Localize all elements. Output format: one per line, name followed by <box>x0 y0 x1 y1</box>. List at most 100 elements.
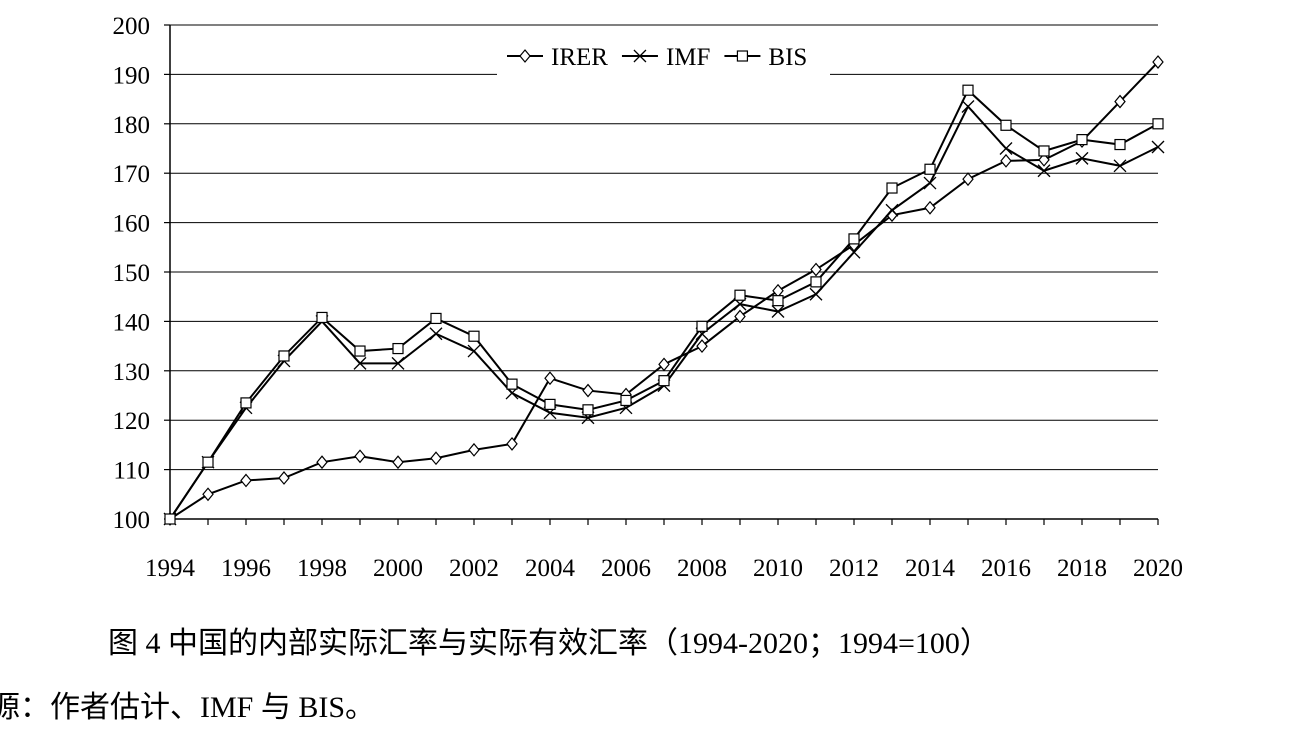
data-point-bis <box>1076 134 1088 146</box>
data-point-bis <box>1114 138 1126 151</box>
data-point-bis <box>848 233 860 245</box>
grid-lines <box>170 24 1158 471</box>
data-point-irer <box>354 449 366 464</box>
data-point-irer <box>962 172 974 187</box>
data-point-imf <box>1075 151 1089 165</box>
data-point-irer <box>544 371 556 386</box>
data-point-imf <box>885 203 899 217</box>
data-point-bis <box>620 394 632 407</box>
data-point-bis <box>924 163 936 175</box>
data-point-imf <box>771 305 785 318</box>
data-point-imf <box>391 356 405 370</box>
data-point-irer <box>924 200 936 215</box>
data-point-imf <box>1113 159 1127 173</box>
data-point-irer <box>430 451 442 466</box>
data-point-bis <box>392 342 404 355</box>
data-point-irer <box>202 487 214 502</box>
x-tick-label: 2006 <box>601 555 651 582</box>
axes <box>164 24 1159 525</box>
y-tick-label: 130 <box>113 359 151 386</box>
x-tick-label: 2004 <box>525 555 576 582</box>
figure-caption: 图 4 中国的内部实际汇率与实际有效汇率（1994-2020；1994=100） <box>108 627 990 660</box>
x-tick-label: 2020 <box>1133 555 1183 582</box>
y-tick-label: 140 <box>113 309 151 336</box>
legend-marker-imf <box>633 49 647 63</box>
data-point-bis <box>202 456 214 468</box>
data-point-bis <box>810 276 822 288</box>
data-point-bis <box>164 513 176 525</box>
y-tick-label: 180 <box>113 112 151 139</box>
legend-label-irer: IRER <box>551 44 608 71</box>
legend-label-bis: BIS <box>768 44 807 71</box>
data-point-irer <box>658 357 670 372</box>
legend-marker-bis <box>736 50 749 62</box>
x-tick-label: 2012 <box>829 555 879 582</box>
series-line-bis <box>169 88 1159 520</box>
data-point-irer <box>506 436 518 451</box>
y-tick-label: 100 <box>113 507 151 534</box>
legend-label-imf: IMF <box>666 44 710 71</box>
y-tick-label: 160 <box>113 211 151 238</box>
data-point-bis <box>354 345 366 357</box>
data-point-bis <box>1000 119 1012 131</box>
data-point-irer <box>696 339 708 354</box>
data-point-irer <box>316 455 328 470</box>
data-point-irer <box>810 262 822 277</box>
data-point-bis <box>240 397 252 409</box>
data-point-bis <box>506 378 518 390</box>
y-tick-label: 200 <box>113 13 151 40</box>
data-point-bis <box>278 350 290 362</box>
y-tick-labels: 100 110 120 130 140 150 160 170 180 190 200 <box>113 13 151 534</box>
x-tick-label: 2008 <box>677 555 727 582</box>
data-point-irer <box>1000 153 1012 168</box>
y-tick-label: 150 <box>113 260 151 287</box>
data-point-irer <box>1038 152 1050 167</box>
data-point-bis <box>316 311 328 324</box>
x-tick-labels: 1994 1996 1998 2000 2002 2004 2006 2008 2010 2012… <box>145 555 1183 582</box>
data-point-bis <box>544 398 556 410</box>
x-tick-label: 2014 <box>905 555 956 582</box>
series-group <box>163 55 1165 526</box>
data-point-imf <box>1037 164 1051 178</box>
legend-box <box>497 38 830 78</box>
data-point-imf <box>353 356 367 370</box>
data-point-bis <box>582 404 594 416</box>
y-tick-label: 110 <box>113 458 150 485</box>
legend-marker-irer <box>519 49 531 63</box>
data-point-imf <box>847 245 861 259</box>
data-point-irer <box>1114 94 1126 109</box>
legend: IRER IMF BIS <box>497 38 830 78</box>
x-tick-label: 2016 <box>981 555 1031 582</box>
data-point-bis <box>658 375 670 387</box>
x-tick-label: 2018 <box>1057 555 1107 582</box>
data-point-bis <box>962 84 974 96</box>
data-point-irer <box>734 309 746 324</box>
x-tick-label: 1996 <box>221 555 271 582</box>
x-tick-label: 2000 <box>373 555 423 582</box>
data-point-irer <box>468 442 480 457</box>
data-point-bis <box>1152 118 1164 130</box>
data-point-irer <box>240 473 252 488</box>
data-point-imf <box>809 287 823 301</box>
data-point-imf <box>429 327 443 341</box>
x-tick-label: 1994 <box>145 555 196 582</box>
data-point-irer <box>392 455 404 470</box>
y-tick-label: 120 <box>113 408 151 435</box>
data-point-bis <box>772 295 784 307</box>
data-point-bis <box>1038 145 1050 157</box>
data-point-imf <box>999 142 1013 155</box>
x-tick-label: 2002 <box>449 555 499 582</box>
y-tick-label: 170 <box>113 161 151 188</box>
data-point-bis <box>886 182 898 194</box>
data-point-imf <box>467 344 481 358</box>
data-point-irer <box>582 383 594 398</box>
source-note: 源：作者估计、IMF 与 BIS。 <box>0 691 376 724</box>
data-point-bis <box>468 330 480 342</box>
x-tick-label: 1998 <box>297 555 347 582</box>
data-point-irer <box>278 471 290 485</box>
x-tick-label: 2010 <box>753 555 803 582</box>
data-point-bis <box>430 312 442 325</box>
data-point-bis <box>696 320 708 332</box>
line-chart: 1994 1996 1998 2000 2002 2004 2006 2008 2010 2012… <box>113 13 1184 582</box>
data-point-bis <box>734 289 746 301</box>
